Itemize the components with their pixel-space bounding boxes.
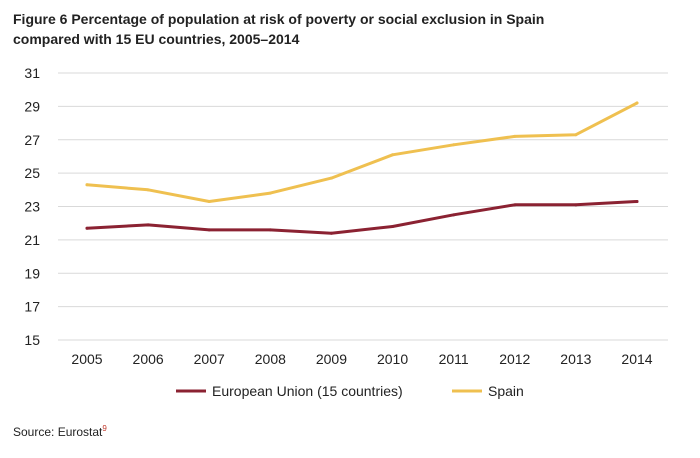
- legend-label-spain: Spain: [488, 383, 524, 399]
- series-lines: [85, 101, 639, 235]
- chart-title: Figure 6 Percentage of population at ris…: [13, 9, 683, 49]
- y-tick-label-25: 25: [24, 165, 40, 181]
- x-tick-label-2007: 2007: [194, 351, 225, 367]
- data-point-spain-2007: [207, 199, 211, 203]
- chart-title-line-2: compared with 15 EU countries, 2005–2014: [13, 31, 300, 47]
- y-tick-label-27: 27: [24, 132, 40, 148]
- y-tick-label-29: 29: [24, 98, 40, 114]
- y-tick-label-19: 19: [24, 265, 40, 281]
- data-point-eu15-2013: [574, 203, 578, 207]
- x-tick-label-2012: 2012: [499, 351, 530, 367]
- chart-title-line-1: Figure 6 Percentage of population at ris…: [13, 11, 545, 27]
- y-tick-label-31: 31: [24, 65, 40, 81]
- data-point-eu15-2012: [513, 203, 517, 207]
- y-axis-ticks: 15 17 19 21 23 25 27 29 31: [24, 65, 40, 348]
- x-tick-label-2006: 2006: [133, 351, 164, 367]
- x-axis-ticks: 2005 2006 2007 2008 2009 2010 2011 2012 2013 2014: [71, 351, 652, 367]
- data-point-spain-2005: [85, 183, 89, 187]
- data-point-spain-2008: [268, 191, 272, 195]
- y-tick-label-15: 15: [24, 332, 40, 348]
- x-tick-label-2013: 2013: [560, 351, 591, 367]
- data-point-spain-2011: [452, 143, 456, 147]
- data-point-eu15-2010: [391, 225, 395, 229]
- legend-label-eu15: European Union (15 countries): [212, 383, 403, 399]
- y-tick-label-21: 21: [24, 232, 40, 248]
- x-tick-label-2014: 2014: [621, 351, 652, 367]
- data-point-eu15-2014: [635, 199, 639, 203]
- source-note: Source: Eurostat9: [13, 424, 107, 439]
- data-point-spain-2009: [329, 176, 333, 180]
- data-point-spain-2006: [146, 188, 150, 192]
- x-tick-label-2009: 2009: [316, 351, 347, 367]
- data-point-spain-2012: [513, 134, 517, 138]
- x-tick-label-2010: 2010: [377, 351, 408, 367]
- x-tick-label-2005: 2005: [71, 351, 102, 367]
- data-point-eu15-2007: [207, 228, 211, 232]
- legend: European Union (15 countries) Spain: [176, 383, 524, 399]
- data-point-spain-2010: [391, 153, 395, 157]
- data-point-eu15-2008: [268, 228, 272, 232]
- data-point-spain-2013: [574, 133, 578, 137]
- data-point-spain-2014: [635, 101, 639, 105]
- y-tick-label-23: 23: [24, 199, 40, 215]
- gridlines: [58, 72, 668, 341]
- data-point-eu15-2009: [329, 231, 333, 235]
- source-text: Source: Eurostat: [13, 425, 103, 439]
- series-line-spain: [85, 101, 639, 203]
- source-footnote-marker: 9: [102, 424, 107, 433]
- data-point-eu15-2011: [452, 213, 456, 217]
- series-line-eu15: [85, 200, 639, 235]
- x-tick-label-2008: 2008: [255, 351, 286, 367]
- data-point-eu15-2006: [146, 223, 150, 227]
- data-point-eu15-2005: [85, 226, 89, 230]
- x-tick-label-2011: 2011: [439, 351, 469, 367]
- y-tick-label-17: 17: [24, 299, 40, 315]
